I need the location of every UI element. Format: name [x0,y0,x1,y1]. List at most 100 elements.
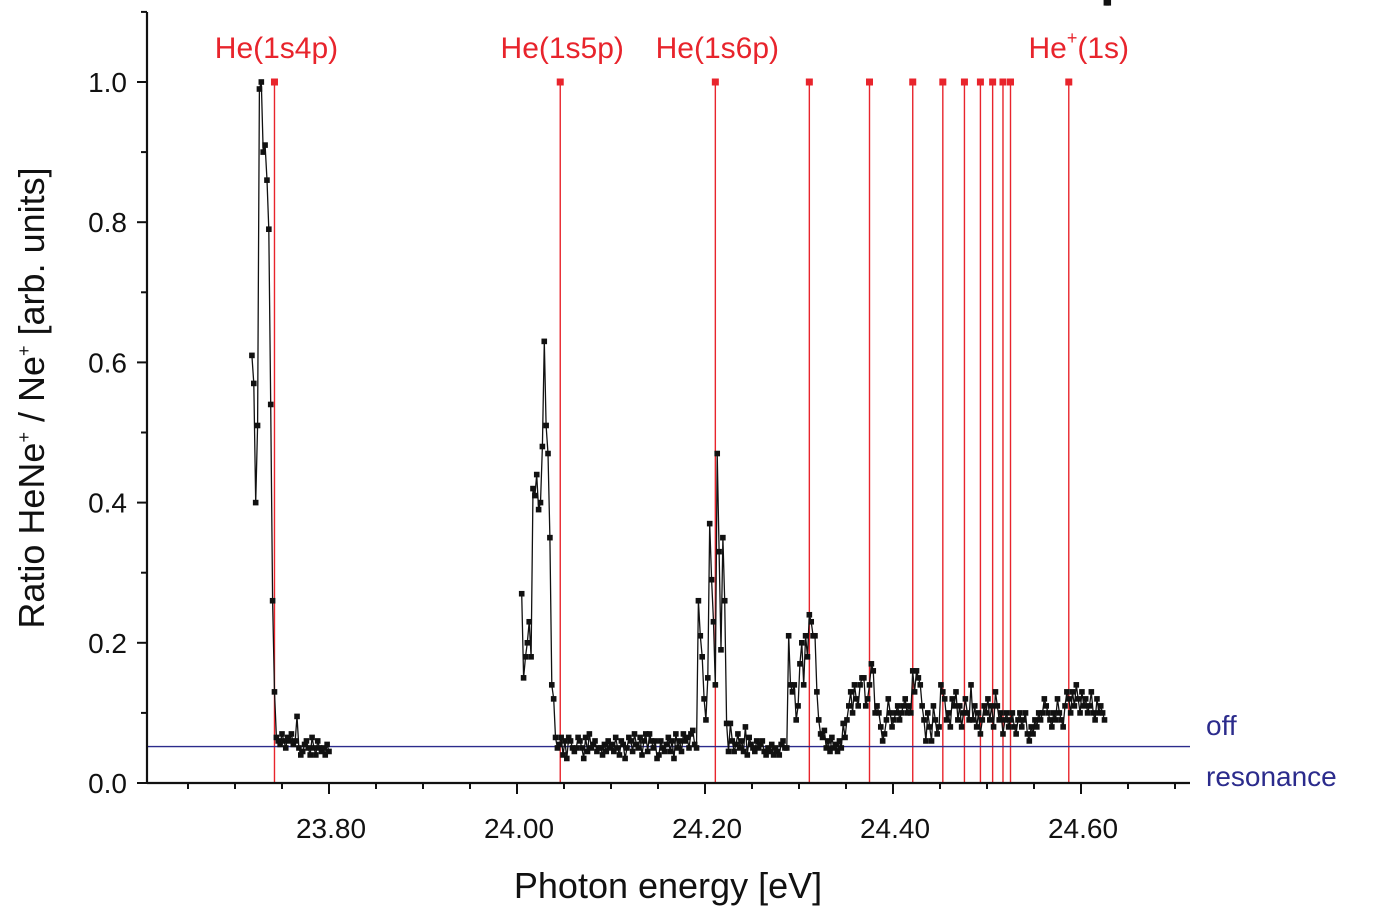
data-point [964,710,971,716]
data-point [251,380,257,387]
data-point [738,738,745,744]
data-point [928,738,935,744]
data-point [819,734,826,741]
data-point [752,748,758,755]
data-point [727,720,734,727]
data-point [953,689,959,695]
data-point [988,703,995,709]
resonance-label-part: He [1029,32,1067,65]
data-point [652,738,658,744]
data-point [975,710,982,716]
data-point [320,745,327,751]
data-point [1022,710,1029,716]
data-point [661,748,668,755]
data-point [987,717,993,723]
resonance-marker [270,78,278,86]
data-point [1020,717,1027,723]
data-point [872,710,878,716]
data-point [1035,710,1042,716]
data-point [917,682,924,688]
data-point [868,661,875,667]
data-point [294,713,300,720]
resonance-marker [1007,78,1014,86]
data-point [324,741,330,748]
off-resonance-label: off [1206,710,1237,741]
resonance-label: He(1s4p) [215,32,338,65]
data-point [275,738,282,744]
resonance-label: He(1s5p) [501,32,624,65]
data-point [303,738,310,744]
data-point [780,738,786,744]
data-point [951,703,957,709]
data-point [720,534,726,541]
data-point [721,597,728,604]
data-point [554,745,561,751]
data-point [842,734,848,741]
data-point [701,696,707,702]
data-point [530,485,536,492]
data-point [849,710,856,716]
data-point [1007,717,1014,723]
data-point [992,689,999,695]
data-point [908,710,914,716]
data-point [1084,710,1091,716]
data-point [1002,717,1008,723]
data-point [607,745,613,751]
data-point [671,755,677,762]
data-point [812,632,818,639]
data-point [658,738,664,744]
data-point [885,696,892,702]
data-point [522,654,529,660]
data-point [1015,717,1021,723]
data-point [580,755,587,762]
data-point [962,696,969,702]
data-point [669,738,675,744]
resonance-marker [909,78,917,86]
data-point [712,682,719,688]
data-point [1030,731,1036,737]
data-point [249,352,255,359]
y-tick-label: 1.0 [88,67,127,98]
data-point [1081,703,1087,709]
series-line [251,81,330,757]
data-point [1082,696,1089,702]
y-axis-title-part: [arb. units] [11,167,52,345]
data-point [994,703,1001,709]
data-point [1090,710,1097,716]
data-point [1017,710,1023,716]
data-point [558,734,564,741]
data-point [543,422,549,429]
data-point [631,731,638,737]
data-point [601,741,608,748]
data-point [614,745,621,751]
x-tick-label: 24.40 [860,813,930,844]
data-point [864,696,871,702]
data-point [667,748,674,755]
data-point [539,443,546,450]
data-point [785,632,792,639]
data-point [1101,717,1108,723]
data-point [1064,689,1070,695]
data-point [254,422,261,429]
data-point [879,738,886,744]
data-point [528,654,534,660]
resonance-label-part: (1s) [1077,32,1129,65]
data-point [646,731,653,737]
x-axis-title: Photon energy [eV] [514,865,822,906]
data-point [894,703,901,709]
data-point [624,745,630,751]
data-point [1056,710,1063,716]
data-point [898,710,905,716]
data-point [949,696,956,702]
x-tick-label: 24.60 [1048,813,1118,844]
data-point [612,734,619,741]
resonance-lines [270,78,1073,783]
data-point [940,689,946,695]
data-point [1086,703,1093,709]
resonance-label: He+(1s) [1029,28,1130,65]
data-point [757,741,764,748]
data-point [676,738,683,744]
data-point [934,731,940,737]
data-point [1026,738,1033,744]
data-point [656,752,662,758]
